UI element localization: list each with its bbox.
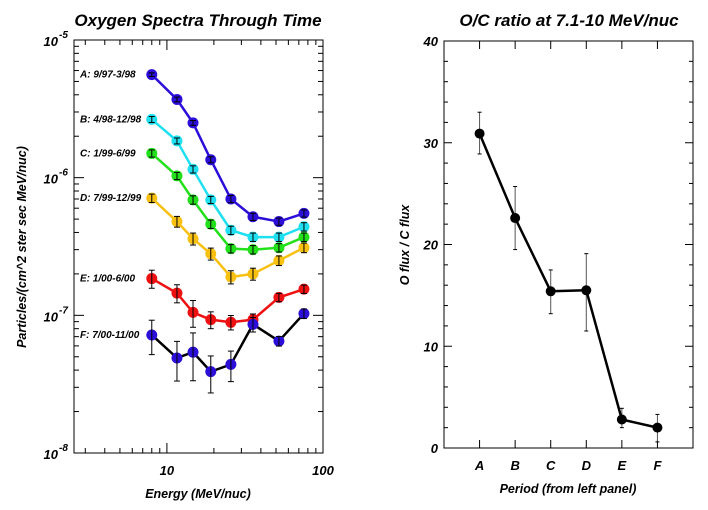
right-y-tick-label: 30 [424,136,439,151]
right-data-point [510,213,521,224]
left-y-tick-label: 10 -7 [44,305,69,324]
left-series-e [146,269,310,331]
left-y-tick-label: 10 -5 [44,30,69,49]
left-legend-label-d: D: 7/99-12/99 [80,193,142,204]
right-data-point [581,285,592,296]
right-x-tick-label: D [582,458,592,473]
left-x-axis-label: Energy (MeV/nuc) [145,487,251,501]
left-x-tick-label: 100 [312,463,334,478]
right-y-tick-label: 20 [423,238,439,253]
left-y-axis-label: Particles/(cm^2 ster sec MeV/nuc) [15,146,29,348]
right-y-tick-label: 0 [431,441,439,456]
left-series-b [146,113,310,243]
right-y-tick-labels: 0 10 20 30 40 [423,34,439,456]
left-series-f [146,308,310,394]
left-series-a [146,69,310,228]
right-data-point [474,128,485,139]
left-legend-label-e: E: 1/00-6/00 [80,274,135,285]
left-series-d [146,192,310,285]
left-y-tick-label: 10 -6 [44,168,69,187]
right-data-point [652,422,663,433]
left-y-tick-base: 10 [44,309,59,324]
left-y-tick-exponent: -7 [59,305,68,316]
left-y-tick-base: 10 [44,172,59,187]
right-y-tick-label: 10 [424,339,439,354]
left-legend: A: 9/97-3/98 B: 4/98-12/98 C: 1/99-6/99 D: … [79,70,142,341]
left-x-tick-label: 10 [160,463,175,478]
right-data-point [545,286,556,297]
right-x-ticks [479,41,658,448]
right-x-tick-labels: A B C D E F [474,458,663,473]
right-x-tick-label: C [546,458,556,473]
left-y-tick-base: 10 [44,34,59,49]
right-y-ticks [444,40,693,449]
left-y-ticks [74,45,323,454]
right-x-tick-label: F [653,458,662,473]
right-x-tick-label: B [510,458,519,473]
right-plot-frame [443,40,694,449]
right-x-tick-label: E [618,458,627,473]
right-chart-title: O/C ratio at 7.1-10 MeV/nuc [459,11,679,30]
left-legend-label-f: F: 7/00-11/00 [80,330,140,341]
left-series-group [146,69,310,394]
right-y-axis-label: O flux / C flux [398,204,412,286]
right-y-tick-label: 40 [423,34,439,49]
right-series-group [474,111,663,443]
left-legend-label-c: C: 1/99-6/99 [80,148,136,159]
left-x-ticks [84,40,324,453]
left-y-tick-exponent: -5 [59,30,68,41]
left-series-c [146,147,310,256]
right-series-line [478,133,658,429]
left-x-tick-labels: 10 100 [160,463,335,478]
left-panel: Oxygen Spectra Through Time 10 100 10 -510… [15,11,335,501]
left-y-tick-label: 10 -8 [44,443,69,462]
right-panel: O/C ratio at 7.1-10 MeV/nuc A B C D E F 0 10 20… [398,11,694,496]
left-y-tick-labels: 10-510-610-710-8 [44,30,69,462]
right-x-tick-label: A [474,458,484,473]
left-legend-label-a: A: 9/97-3/98 [79,70,136,81]
left-y-tick-exponent: -8 [59,443,68,454]
right-data-point [616,414,627,425]
left-y-tick-base: 10 [44,447,59,462]
right-x-axis-label: Period (from left panel) [500,482,637,496]
left-plot-frame [73,39,324,454]
left-y-tick-exponent: -6 [59,168,68,179]
left-legend-label-b: B: 4/98-12/98 [80,114,142,125]
left-chart-title: Oxygen Spectra Through Time [74,11,321,30]
